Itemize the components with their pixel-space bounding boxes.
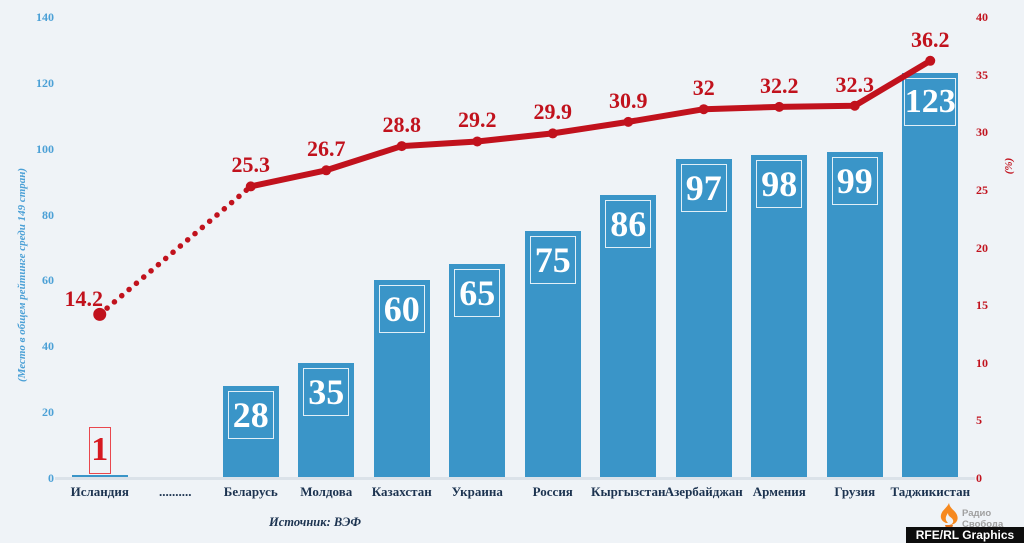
bar: 35: [298, 362, 355, 478]
x-axis-label: Грузия: [834, 484, 876, 499]
x-axis-label: Исландия: [70, 484, 129, 499]
bar-value-label: 28: [227, 390, 274, 439]
y-axis-tick-right: 30: [976, 125, 988, 140]
x-axis-label: Кыргызстан: [591, 484, 666, 499]
line-value-label: 32.2: [760, 72, 799, 98]
bar: [71, 474, 128, 478]
line-dotted-segment: [97, 183, 254, 318]
y-axis-tick-right: 15: [976, 298, 988, 313]
x-axis-label: Украина: [451, 484, 503, 499]
x-axis-label: Казахстан: [371, 484, 432, 499]
line-point: [698, 104, 709, 115]
y-axis-tick-left: 100: [36, 141, 54, 156]
y-axis-tick-right: 5: [976, 413, 982, 428]
radio-word-1: Радио: [962, 508, 992, 519]
radio-word-2: Свобода: [962, 519, 1004, 530]
bar: 65: [449, 263, 506, 478]
x-axis-baseline: [55, 477, 975, 480]
bar-value-label: 65: [454, 268, 501, 317]
line-point: [472, 136, 483, 147]
line-value-label: 32.3: [835, 71, 875, 97]
line-value-label: 36.2: [911, 26, 950, 52]
x-axis-label: Азербайджан: [664, 484, 743, 499]
bar-value-label: 60: [378, 285, 425, 334]
x-axis-label: Армения: [752, 484, 806, 499]
line-value-label: 26.7: [307, 136, 346, 162]
bar: 86: [600, 194, 657, 478]
y-axis-tick-right: 0: [976, 471, 982, 485]
line-point: [245, 181, 256, 192]
line-value-label: 14.2: [64, 286, 104, 312]
y-axis-tick-right: 20: [976, 240, 988, 255]
y-axis-tick-right: 10: [976, 355, 988, 370]
line-point: [321, 165, 332, 176]
bar: 75: [524, 231, 581, 478]
bar-value-label: 86: [605, 199, 652, 248]
y-axis-tick-left: 20: [42, 405, 54, 420]
y-axis-tick-left: 80: [42, 207, 54, 222]
credit-bar: RFE/RL Graphics: [906, 527, 1024, 543]
bar: 123: [902, 72, 959, 478]
bar: 60: [373, 280, 430, 478]
bar-value-label: 99: [831, 157, 878, 205]
x-axis-label: Беларусь: [223, 484, 278, 499]
line-value-label: 29.2: [458, 107, 497, 133]
bar: 97: [675, 158, 732, 478]
bar-value-label: 97: [680, 163, 727, 212]
line-point: [849, 100, 860, 111]
y-axis-tick-left: 0: [48, 471, 54, 485]
line-value-label: 25.3: [231, 152, 271, 178]
y-axis-tick-left: 120: [36, 75, 54, 90]
bar-value-label: 75: [529, 236, 576, 285]
x-axis-label: Таджикистан: [890, 484, 971, 499]
y-axis-tick-left: 140: [36, 10, 54, 24]
credit-text: RFE/RL Graphics: [915, 528, 1015, 542]
line-value-label: 29.9: [533, 99, 573, 125]
x-axis-label: Россия: [532, 484, 573, 499]
bar-value-label: 35: [303, 367, 350, 416]
y-axis-tick-left: 40: [42, 339, 54, 354]
y-axis-tick-right: 25: [976, 182, 988, 197]
line-point: [925, 55, 936, 66]
bar-value-label-rank1: 1: [88, 426, 111, 474]
line-value-label: 30.9: [609, 87, 648, 113]
y-axis-tick-right: 40: [976, 10, 988, 24]
y-axis-tick-left: 60: [42, 273, 54, 288]
line-point: [547, 128, 558, 139]
line-point: [396, 141, 407, 152]
bar-value-label: 98: [756, 160, 803, 209]
line-point: [774, 101, 785, 112]
bar-value-label: 123: [904, 77, 957, 126]
line-value-label: 28.8: [382, 112, 422, 138]
line-point: [93, 307, 107, 321]
line-value-label: 32: [692, 75, 715, 101]
source-note: Источник: ВЭФ: [269, 515, 361, 529]
x-axis-label: ..........: [159, 484, 192, 499]
bar: 28: [222, 385, 279, 478]
line-point: [623, 116, 634, 127]
bar: 98: [751, 155, 808, 478]
x-axis-label: Молдова: [300, 484, 353, 499]
bar: 99: [826, 152, 883, 478]
y-axis-tick-right: 35: [976, 67, 988, 82]
